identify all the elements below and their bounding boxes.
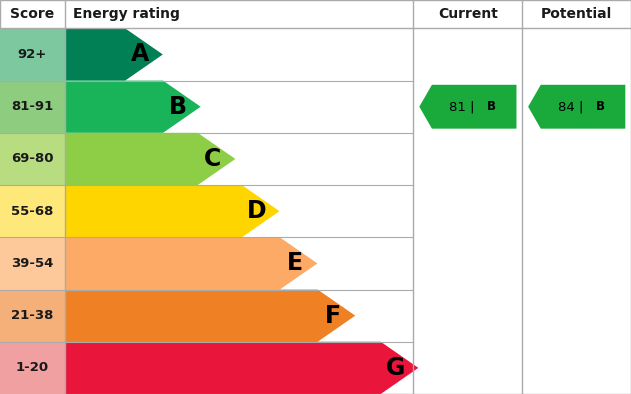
Text: B: B (487, 100, 497, 113)
Text: 81-91: 81-91 (11, 100, 54, 113)
Text: Score: Score (10, 7, 55, 21)
Text: Current: Current (438, 7, 498, 21)
Text: E: E (286, 251, 303, 275)
Text: G: G (386, 356, 406, 380)
Bar (0, 342, 65, 394)
Text: F: F (324, 304, 341, 328)
Bar (0, 28, 65, 81)
Text: 21-38: 21-38 (11, 309, 54, 322)
Bar (0, 133, 65, 185)
Text: A: A (131, 43, 150, 67)
Text: D: D (247, 199, 267, 223)
Polygon shape (65, 342, 418, 394)
Text: B: B (596, 100, 605, 113)
Bar (0, 237, 65, 290)
Text: 92+: 92+ (18, 48, 47, 61)
Text: 1-20: 1-20 (16, 361, 49, 374)
Polygon shape (65, 237, 317, 290)
Bar (0, 81, 65, 133)
Text: Energy rating: Energy rating (73, 7, 179, 21)
Bar (0, 290, 65, 342)
Polygon shape (420, 85, 517, 129)
Text: C: C (204, 147, 221, 171)
Text: 69-80: 69-80 (11, 152, 54, 165)
Polygon shape (65, 133, 235, 185)
Text: 55-68: 55-68 (11, 205, 54, 217)
Polygon shape (65, 81, 201, 133)
Polygon shape (65, 185, 280, 237)
Text: Potential: Potential (541, 7, 612, 21)
Polygon shape (65, 290, 355, 342)
Text: 84 |: 84 | (558, 100, 583, 113)
Text: B: B (169, 95, 187, 119)
Bar (0, 185, 65, 237)
Polygon shape (65, 28, 163, 81)
Polygon shape (528, 85, 625, 129)
Text: 81 |: 81 | (449, 100, 475, 113)
Text: 39-54: 39-54 (11, 257, 54, 270)
